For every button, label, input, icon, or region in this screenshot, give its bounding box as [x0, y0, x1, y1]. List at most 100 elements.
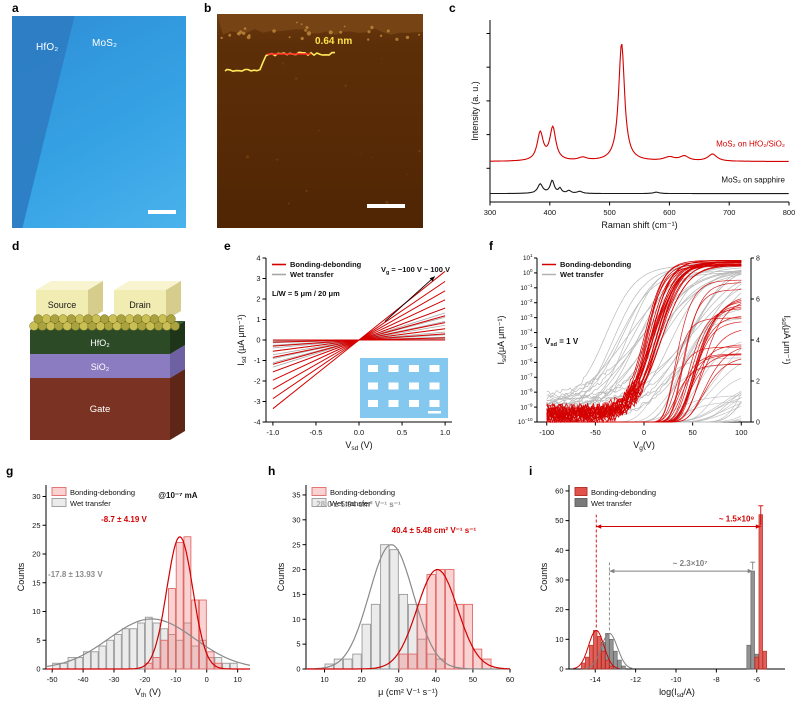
svg-text:30: 30: [292, 515, 300, 524]
drain-label: Drain: [129, 300, 151, 310]
svg-text:300: 300: [484, 208, 497, 217]
raman-curve: [490, 179, 789, 195]
x-axis-label: Vth (V): [135, 687, 161, 699]
bonding-debonding-transfer-curves: [546, 260, 742, 424]
svg-text:0: 0: [559, 665, 563, 674]
gauss-fit: [46, 536, 250, 670]
left-y-label: Isd(μA μm⁻¹): [496, 316, 508, 365]
stat-label: -17.8 ± 13.93 V: [48, 570, 103, 579]
svg-text:8: 8: [756, 256, 760, 263]
svg-text:400: 400: [544, 208, 557, 217]
svg-text:-1: -1: [254, 356, 261, 365]
svg-text:-10: -10: [671, 675, 682, 684]
svg-text:25: 25: [32, 521, 40, 530]
axis-labels: -50 -40 -30 -20 -10 0 10 0 5 10 15 20 25 30 Vth (V) Cou…: [16, 492, 242, 699]
svg-text:35: 35: [292, 491, 300, 500]
axis-labels: -14 -12 -10 -8 -6 0 10 20 30 40 50 60 log(Isd/A) Coun…: [539, 487, 760, 700]
afm-speckles: [220, 21, 421, 205]
svg-text:-6: -6: [753, 675, 760, 684]
svg-text:-8: -8: [713, 675, 720, 684]
svg-text:-50: -50: [47, 675, 58, 684]
hfo2-label: HfO₂: [90, 338, 110, 348]
raman-spectra-chart: 300 400 500 600 700 800 Raman shift (cm⁻¹) Inte…: [470, 20, 796, 230]
ratio-axes: [565, 485, 785, 673]
svg-text:700: 700: [723, 208, 736, 217]
wet-transfer-bars: [52, 616, 238, 670]
transfer-curves-chart: -100 -50 0 50 100 Vg(V) 101 100 10−1 10−2 10−3 10−4…: [496, 253, 792, 452]
svg-text:0: 0: [642, 428, 646, 437]
x-axis-label: log(Isd/A): [659, 687, 695, 699]
svg-text:60: 60: [555, 487, 563, 496]
note-annotation: @10⁻⁷ mA: [158, 491, 198, 500]
gauss-fit: [585, 632, 634, 670]
wet-transfer-bars: [593, 570, 759, 670]
device-stack: [30, 281, 185, 440]
svg-text:20: 20: [292, 565, 300, 574]
svg-text:Wet transfer: Wet transfer: [330, 499, 371, 508]
svg-text:30: 30: [32, 492, 40, 501]
optical-micrograph: HfO₂ MoS₂: [12, 16, 186, 228]
svg-text:-50: -50: [590, 428, 601, 437]
vsd-annotation: Vsd = 1 V: [545, 337, 579, 348]
ratio-annotation: ~ 1.5×10⁸: [719, 515, 755, 524]
svg-text:0: 0: [256, 336, 260, 345]
panel-c-letter: c: [449, 1, 456, 15]
svg-text:10: 10: [233, 675, 241, 684]
svg-text:Wet transfer: Wet transfer: [560, 270, 604, 279]
svg-text:1.0: 1.0: [440, 428, 450, 437]
svg-text:-12: -12: [630, 675, 641, 684]
gauss-fit: [306, 568, 510, 670]
svg-text:-0.5: -0.5: [309, 428, 322, 437]
device-schematic: Source Drain HfO₂ SiO₂ Gate: [29, 281, 185, 440]
region-label-mos2: MoS₂: [92, 38, 118, 49]
svg-text:30: 30: [395, 675, 403, 684]
svg-text:-100: -100: [539, 428, 554, 437]
y-ticks: [534, 257, 754, 423]
svg-text:10−9: 10−9: [520, 402, 533, 411]
panel-d-letter: d: [12, 239, 20, 253]
svg-text:-2: -2: [254, 377, 261, 386]
svg-text:1: 1: [256, 315, 260, 324]
svg-text:Bonding-debonding: Bonding-debonding: [330, 488, 395, 497]
svg-text:10−2: 10−2: [520, 298, 533, 307]
svg-text:600: 600: [663, 208, 676, 217]
svg-text:800: 800: [783, 208, 796, 217]
y-axis-label: Counts: [539, 562, 549, 591]
svg-text:10−7: 10−7: [520, 372, 533, 381]
afm-profile-overlay: [217, 14, 423, 205]
svg-text:101: 101: [523, 253, 533, 262]
svg-text:4: 4: [756, 338, 760, 345]
svg-text:-3: -3: [254, 397, 261, 406]
scale-bar: [148, 210, 176, 214]
vg-sweep-arrow: [384, 276, 436, 322]
svg-text:4: 4: [256, 254, 260, 263]
svg-text:20: 20: [32, 550, 40, 559]
x-axis-label: μ (cm² V⁻¹ s⁻¹): [378, 687, 438, 697]
svg-text:0: 0: [296, 665, 300, 674]
series-label-black: MoS₂ on sapphire: [721, 176, 785, 185]
svg-text:Wet transfer: Wet transfer: [290, 270, 334, 279]
panel-i-letter: i: [529, 464, 533, 478]
gauss-fit: [45, 618, 251, 668]
svg-text:10: 10: [320, 675, 328, 684]
x-axis-label: Vsd (V): [345, 440, 372, 452]
raman-axes: [486, 20, 790, 206]
ratio-annotation: ~ 2.3×10⁷: [673, 559, 708, 568]
raman-curve: [490, 43, 789, 162]
svg-text:0: 0: [36, 665, 40, 674]
step-height-label: 0.64 nm: [315, 36, 353, 47]
svg-text:10−1: 10−1: [520, 283, 533, 292]
y-axis-label: Isd (μA μm⁻¹): [236, 314, 248, 365]
y-tick-labels: 101 100 10−1 10−2 10−3 10−4 10−5 10−6 10−7 10−8 10…: [518, 253, 760, 426]
stat-label: -8.7 ± 4.19 V: [101, 515, 147, 524]
svg-text:3: 3: [256, 274, 260, 283]
svg-text:-10: -10: [170, 675, 181, 684]
output-curves-chart: -1.0 -0.5 0.0 0.5 1.0 -4 -3 -2 -1 0 1 2 3 4 Vsd (V) Isd…: [236, 254, 452, 452]
svg-text:0: 0: [205, 675, 209, 684]
svg-text:0: 0: [756, 420, 760, 427]
svg-text:6: 6: [756, 297, 760, 304]
panel-f-letter: f: [489, 239, 493, 253]
